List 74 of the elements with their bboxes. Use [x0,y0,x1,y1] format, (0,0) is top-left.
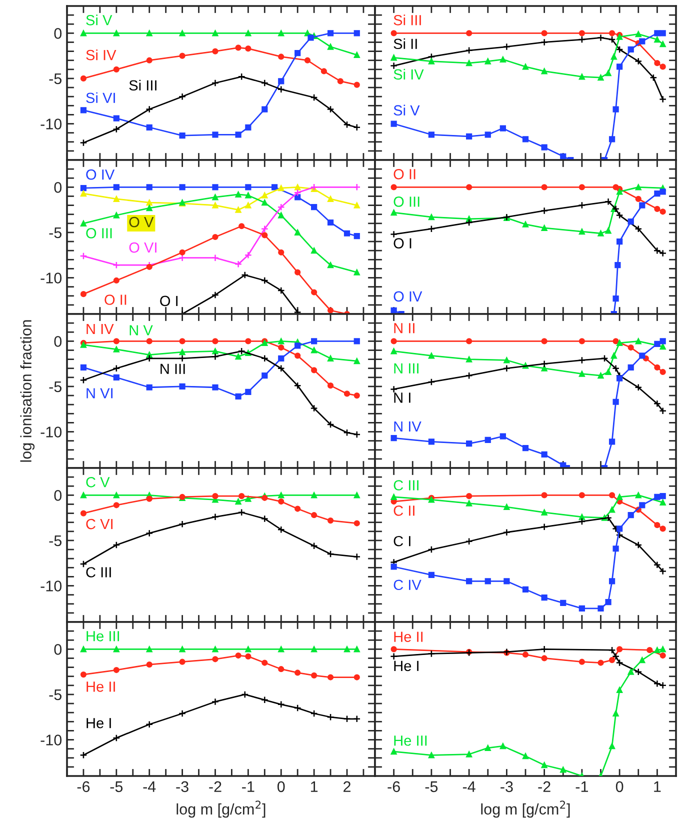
series-label: C II [394,506,414,516]
series-label: Si VI [86,92,115,104]
y-tick-label: 0 [54,28,62,39]
y-axis-title: log ionisation fraction [20,320,35,462]
series-label: N III [394,363,418,374]
series-label: O IV [394,291,422,302]
series-label: N II [394,323,414,334]
x-tick-label: -1 [576,781,588,792]
x-axis-title: log m [g/cm$^{2}$] [176,800,266,818]
y-tick-label: -10 [40,118,62,130]
series-label: He II [86,682,115,692]
x-tick-label: -3 [176,781,188,792]
series-label: Si IV [394,68,424,80]
x-tick-label: -2 [209,781,222,792]
x-tick-label: -4 [143,781,156,792]
x-tick-label: -3 [500,781,513,792]
series-label: N IV [394,421,422,432]
series-label: Si III [394,14,421,26]
x-axis-title: log m [g/cm$^{2}$] [481,800,570,818]
y-tick-label: -10 [40,734,62,746]
series-label: N V [130,325,153,336]
x-tick-label: -5 [425,781,438,792]
y-tick-label: 0 [54,490,62,501]
y-tick-label: -5 [49,535,62,546]
y-tick-label: -10 [40,426,62,438]
series-label: O IV [86,169,115,180]
series-label: O VI [129,242,156,253]
x-tick-label: 0 [277,781,285,792]
y-tick-label: -5 [49,381,62,392]
series-label: C I [394,536,410,546]
series-label: C V [86,476,110,488]
series-label: He III [394,736,427,746]
series-label: Si III [129,80,156,91]
y-tick-label: 0 [54,182,62,193]
series-label: O II [394,168,416,180]
series-label: C IV [394,580,422,590]
series-label: N I [394,392,410,403]
series-label: Si V [394,104,420,116]
series-label: C VI [86,518,112,530]
x-tick-label: -1 [242,781,254,792]
series-label: Si IV [86,50,116,60]
x-tick-label: -2 [538,781,550,792]
series-label: N III [160,364,185,374]
series-label: N IV [86,324,114,334]
series-label: O III [86,228,112,238]
series-label: Si II [394,38,417,50]
y-tick-label: -10 [40,272,62,284]
series-label: Si V [86,14,112,26]
y-tick-label: -10 [40,580,62,592]
x-tick-label: -6 [388,781,400,792]
x-tick-label: 0 [616,781,624,792]
series-label: He III [86,631,119,642]
y-tick-label: -5 [49,227,62,238]
series-label: O V [129,216,154,228]
x-tick-label: 1 [310,781,318,792]
y-tick-label: -5 [49,73,62,84]
series-label: C III [394,480,418,490]
series-label: He I [86,718,111,728]
series-label: C III [86,567,111,578]
x-tick-label: -4 [462,781,476,792]
x-tick-label: 1 [654,781,661,792]
y-tick-label: 0 [54,644,62,655]
x-tick-label: -5 [110,781,123,792]
series-label: O II [104,294,126,305]
series-label: He I [394,660,418,672]
y-tick-label: 0 [54,336,62,347]
series-label: O I [160,296,178,306]
series-label: O III [394,196,420,207]
y-tick-label: -5 [49,689,62,700]
x-tick-label: 2 [344,781,350,792]
series-label: O I [394,238,412,248]
x-tick-label: -6 [77,781,90,792]
series-label: N VI [86,388,112,398]
series-label: He II [394,632,423,642]
